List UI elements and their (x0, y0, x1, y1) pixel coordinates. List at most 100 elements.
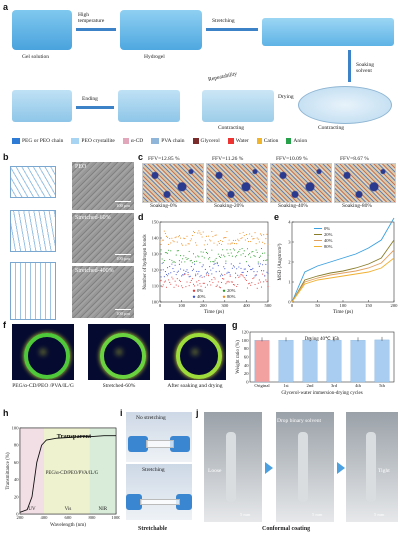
bar (278, 340, 294, 383)
data-point (238, 250, 240, 253)
data-point (263, 270, 265, 272)
data-point (167, 275, 169, 277)
data-point (171, 263, 173, 265)
tick-label: 150 (365, 303, 373, 308)
data-point (231, 242, 233, 244)
data-point (218, 286, 220, 288)
data-point (223, 254, 225, 256)
data-point (164, 252, 166, 254)
x-axis-label: Glycerol-water immersion-drying cycles (281, 391, 362, 396)
data-point (238, 240, 240, 242)
data-point (177, 285, 179, 287)
arrow-ending (76, 106, 114, 109)
data-point (259, 281, 261, 283)
data-point (173, 286, 175, 288)
sem-scalebar-2: 100 μm (115, 254, 131, 261)
data-point (223, 278, 225, 280)
data-point (160, 279, 162, 281)
data-point (221, 254, 223, 256)
data-point (228, 281, 230, 283)
panel-d-letter: d (138, 212, 144, 222)
data-point (251, 282, 253, 284)
tick-label: 300 (221, 303, 229, 308)
data-point (233, 284, 236, 286)
series-line (291, 217, 395, 303)
data-point (198, 256, 200, 258)
photo-tight: Tight 5 mm (346, 412, 398, 522)
data-point (254, 232, 256, 234)
tick-label: 1 (288, 280, 291, 285)
data-point (223, 237, 225, 239)
category-label: 4th (355, 383, 362, 388)
data-point (246, 248, 249, 250)
data-point (177, 270, 179, 272)
saxs-ring-1 (12, 324, 74, 380)
data-point (258, 256, 260, 259)
data-point (172, 261, 174, 263)
data-point (246, 287, 249, 289)
data-point (205, 272, 207, 274)
data-point (201, 276, 203, 278)
chart-title: Transparent (57, 433, 92, 440)
data-point (177, 236, 179, 238)
data-point (168, 243, 170, 245)
data-point (209, 266, 211, 268)
axis-frame (291, 221, 395, 303)
data-point (163, 276, 165, 278)
data-point (186, 235, 188, 237)
data-point (211, 249, 213, 251)
sem-label-400: Stretched-400% (75, 268, 114, 274)
step-soaking: Soaking solvent (356, 62, 375, 74)
data-point (199, 283, 201, 285)
tick-label: 60 (14, 460, 19, 465)
final-block (12, 90, 72, 122)
tick-label: 200 (391, 303, 398, 308)
data-point (163, 230, 165, 232)
data-point (219, 256, 222, 258)
data-point (189, 240, 191, 242)
legend-marker (192, 289, 196, 292)
data-point (241, 271, 243, 273)
tick-label: 40 (14, 477, 19, 482)
data-point (175, 284, 177, 286)
data-point (237, 252, 239, 254)
data-point (159, 280, 161, 282)
data-point (171, 237, 173, 239)
panel-g-letter: g (232, 320, 238, 330)
data-point (185, 257, 187, 259)
data-point (235, 239, 237, 242)
data-point (204, 248, 206, 250)
chart-transmittance: 200 400 600 800 1000 0 20 40 60 80 100 Transparent P… (6, 426, 120, 529)
chart-title: Drying 40℃ 15h (305, 336, 340, 342)
data-point (212, 267, 214, 269)
data-point (217, 281, 219, 283)
data-point (204, 240, 206, 242)
data-point (212, 261, 214, 263)
data-point (164, 280, 166, 282)
data-point (241, 247, 243, 250)
data-point (264, 275, 266, 277)
data-point (221, 281, 223, 284)
data-point (208, 275, 210, 277)
data-point (188, 250, 190, 252)
data-point (159, 250, 161, 252)
data-point (222, 249, 224, 251)
hydrogel-block (120, 10, 202, 50)
data-point (201, 255, 203, 257)
legend-label: PEG/α-CD/PEO/PVA/IL/G (46, 471, 99, 476)
data-point (239, 262, 241, 264)
data-point (210, 269, 212, 271)
data-point (264, 243, 266, 245)
data-point (172, 278, 174, 280)
md-snapshot-label: Soaking-80% (342, 203, 372, 209)
data-point (228, 239, 230, 241)
arrow-stretching (206, 28, 258, 31)
legend-label: 40% (197, 294, 206, 299)
legend-peo: PEO crystallite (71, 138, 115, 144)
data-point (164, 271, 166, 273)
data-point (185, 270, 187, 272)
data-point (218, 242, 220, 244)
data-point (243, 250, 245, 252)
data-point (178, 235, 180, 237)
